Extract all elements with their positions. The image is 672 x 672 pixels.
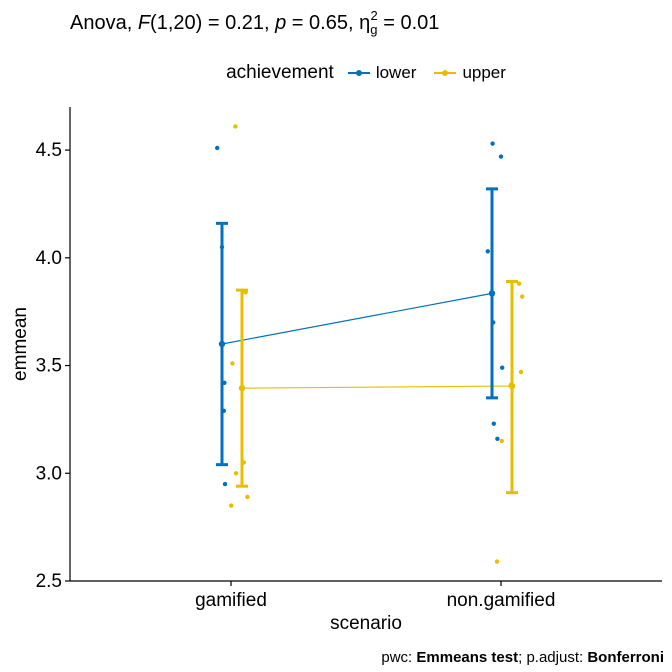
legend-key-lower: [347, 65, 370, 81]
mean-line-upper: [241, 385, 513, 389]
raw-point-upper-0-4: [233, 471, 239, 476]
y-tick-label-2: 3.5: [36, 356, 62, 377]
legend-label-upper: upper: [462, 63, 506, 82]
raw-point-upper-0-2: [230, 361, 235, 366]
raw-point-upper-0-5: [245, 494, 250, 500]
title-part-1: F: [137, 12, 151, 34]
legend-item-lower: lower: [347, 63, 417, 83]
raw-point-lower-1-4: [500, 365, 505, 370]
title-part-3: p: [275, 12, 287, 34]
legend: achievement lower upper: [0, 62, 672, 84]
mean-point-upper-1: [508, 382, 516, 390]
footer-method: Emmeans test: [416, 649, 519, 666]
footer-adjust: Bonferroni: [587, 649, 664, 666]
raw-point-lower-0-0: [215, 145, 220, 151]
title-part-6: 2: [370, 8, 378, 23]
mean-point-lower-0: [218, 340, 226, 348]
footer-prefix: pwc:: [381, 649, 417, 666]
mean-point-lower-1: [488, 290, 496, 297]
raw-point-upper-1-2: [518, 369, 524, 375]
mean-line-lower: [221, 292, 493, 345]
y-axis-label: emmean: [10, 307, 31, 381]
chart-title: Anova, F(1,20) = 0.21, p = 0.65, ηg2 = 0…: [70, 8, 439, 37]
legend-label-lower: lower: [375, 63, 417, 82]
legend-key-upper: [434, 65, 457, 81]
title-part-4: = 0.65, η: [286, 12, 371, 34]
x-tick-label-0: gamified: [195, 590, 267, 611]
y-tick-label-1: 3.0: [36, 463, 62, 484]
y-tick-label-0: 2.5: [36, 571, 62, 592]
raw-point-lower-1-5: [491, 421, 496, 426]
title-part-5: g: [370, 22, 378, 37]
raw-point-lower-1-0: [490, 141, 495, 146]
legend-title: achievement: [226, 62, 334, 83]
raw-point-upper-1-1: [520, 294, 525, 299]
raw-point-upper-1-5: [494, 559, 500, 564]
mean-point-upper-0: [238, 384, 246, 392]
footer-note: pwc: Emmeans test; p.adjust: Bonferroni: [381, 649, 664, 666]
x-tick-label-1: non.gamified: [447, 590, 556, 611]
raw-point-upper-0-6: [229, 503, 234, 508]
y-tick-label-3: 4.0: [36, 248, 62, 269]
raw-point-upper-1-4: [499, 438, 504, 444]
raw-point-lower-1-2: [485, 249, 490, 254]
raw-point-upper-0-0: [233, 124, 238, 129]
title-part-7: = 0.01: [377, 12, 440, 34]
raw-point-upper-1-0: [517, 281, 522, 286]
y-tick-label-4: 4.5: [36, 140, 62, 161]
raw-point-lower-1-1: [498, 154, 504, 159]
footer-middle: ; p.adjust:: [518, 649, 588, 666]
raw-point-lower-0-4: [222, 481, 228, 487]
x-axis-label: scenario: [330, 613, 402, 634]
title-part-0: Anova,: [70, 12, 138, 34]
title-part-2: (1,20) = 0.21,: [150, 12, 276, 34]
legend-item-upper: upper: [434, 63, 506, 83]
raw-point-lower-1-6: [495, 436, 500, 441]
